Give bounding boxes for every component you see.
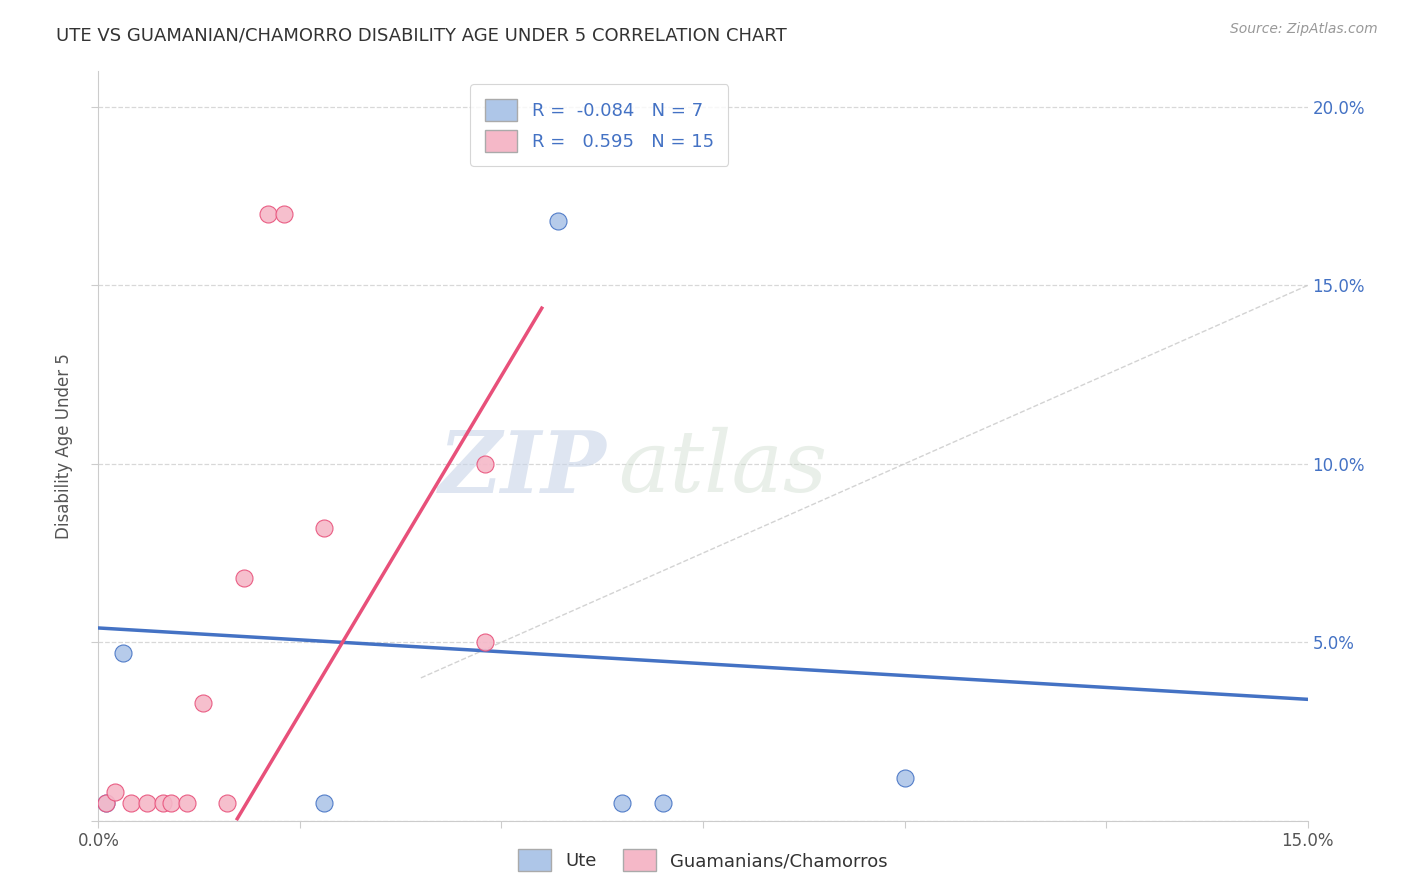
Text: Source: ZipAtlas.com: Source: ZipAtlas.com — [1230, 22, 1378, 37]
Point — [314, 521, 336, 535]
Point — [135, 796, 157, 810]
Point — [152, 796, 174, 810]
Point — [612, 796, 634, 810]
Y-axis label: Disability Age Under 5: Disability Age Under 5 — [55, 353, 73, 539]
Point — [547, 214, 569, 228]
Point — [256, 207, 278, 221]
Point — [193, 696, 215, 710]
Point — [96, 796, 118, 810]
Point — [103, 785, 125, 799]
Legend: R =  -0.084   N = 7, R =   0.595   N = 15: R = -0.084 N = 7, R = 0.595 N = 15 — [470, 84, 728, 166]
Legend: Ute, Guamanians/Chamorros: Ute, Guamanians/Chamorros — [510, 842, 896, 879]
Point — [217, 796, 239, 810]
Point — [111, 646, 134, 660]
Point — [120, 796, 142, 810]
Point — [232, 571, 254, 585]
Point — [96, 796, 118, 810]
Point — [474, 635, 496, 649]
Point — [893, 771, 915, 785]
Text: UTE VS GUAMANIAN/CHAMORRO DISABILITY AGE UNDER 5 CORRELATION CHART: UTE VS GUAMANIAN/CHAMORRO DISABILITY AGE… — [56, 27, 787, 45]
Point — [160, 796, 183, 810]
Point — [314, 796, 336, 810]
Text: ZIP: ZIP — [439, 426, 606, 510]
Point — [273, 207, 295, 221]
Text: atlas: atlas — [619, 427, 828, 510]
Point — [474, 457, 496, 471]
Point — [176, 796, 198, 810]
Point — [651, 796, 673, 810]
